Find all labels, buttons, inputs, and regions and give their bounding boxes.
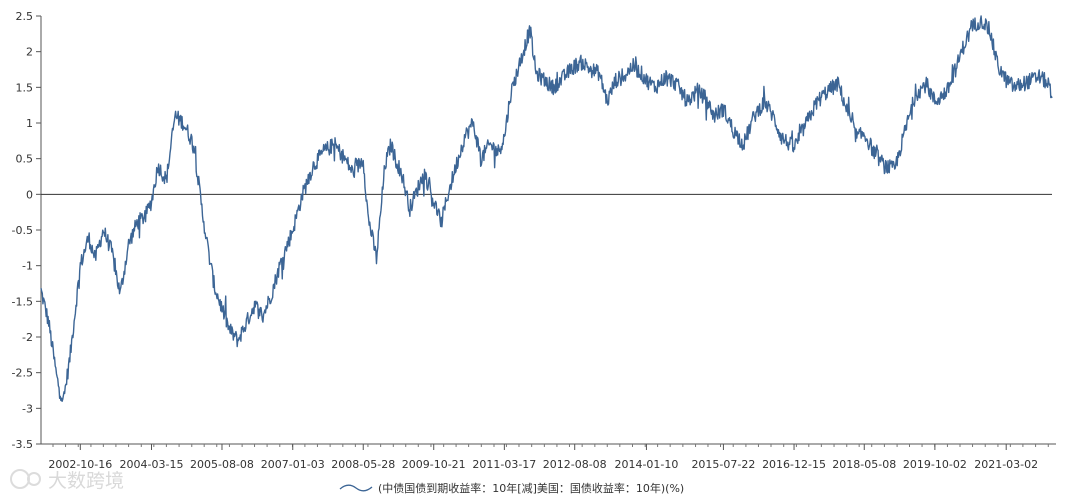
y-tick-label: -2 [22, 331, 33, 344]
y-tick-label: 1.5 [16, 81, 34, 94]
x-tick-label: 2011-03-17 [472, 458, 536, 471]
y-tick-label: -1.5 [12, 295, 33, 308]
legend-label: (中债国债到期收益率：10年[减]美国：国债收益率：10年)(%) [378, 481, 684, 495]
watermark-text: 大数跨境 [48, 470, 124, 492]
x-tick-label: 2004-03-15 [120, 458, 184, 471]
series-line [40, 15, 1053, 403]
x-tick-label: 2018-05-08 [832, 458, 896, 471]
x-tick-label: 2016-12-15 [762, 458, 826, 471]
x-tick-label: 2015-07-22 [691, 458, 755, 471]
y-tick-label: -2.5 [12, 367, 33, 380]
y-tick-label: 1 [26, 117, 33, 130]
x-tick-label: 2021-03-02 [974, 458, 1038, 471]
y-axis: 2.5 2 1.5 1 0.5 0 -0.5 -1 -1.5 -2 -2.5 -3 -3.5 [12, 10, 42, 451]
y-tick-label: -0.5 [12, 224, 33, 237]
x-tick-label: 2019-10-02 [903, 458, 967, 471]
y-tick-label: 0.5 [16, 153, 34, 166]
watermark-logo-ring-icon [27, 472, 41, 486]
series-group [40, 15, 1053, 403]
x-tick-label: 2012-08-08 [543, 458, 607, 471]
x-tick-label: 2005-08-08 [190, 458, 254, 471]
legend-line-icon [339, 484, 373, 492]
y-tick-label: 0 [26, 188, 33, 201]
x-tick-label: 2009-10-21 [402, 458, 466, 471]
x-tick-label: 2008-05-28 [331, 458, 395, 471]
y-tick-label: -1 [22, 260, 33, 273]
y-tick-label: -3.5 [12, 438, 33, 451]
x-tick-label: 2014-01-10 [614, 458, 678, 471]
watermark: 大数跨境 [10, 469, 124, 492]
y-tick-label: 2 [26, 46, 33, 59]
y-tick-label: -3 [22, 402, 33, 415]
y-tick-label: 2.5 [16, 10, 34, 23]
x-tick-label: 2002-10-16 [48, 458, 112, 471]
watermark-logo-icon [10, 469, 30, 489]
legend[interactable]: (中债国债到期收益率：10年[减]美国：国债收益率：10年)(%) [339, 481, 684, 495]
x-axis: 2002-10-16 2004-03-15 2005-08-08 2007-01-03… [41, 443, 1056, 471]
x-tick-label: 2007-01-03 [261, 458, 325, 471]
